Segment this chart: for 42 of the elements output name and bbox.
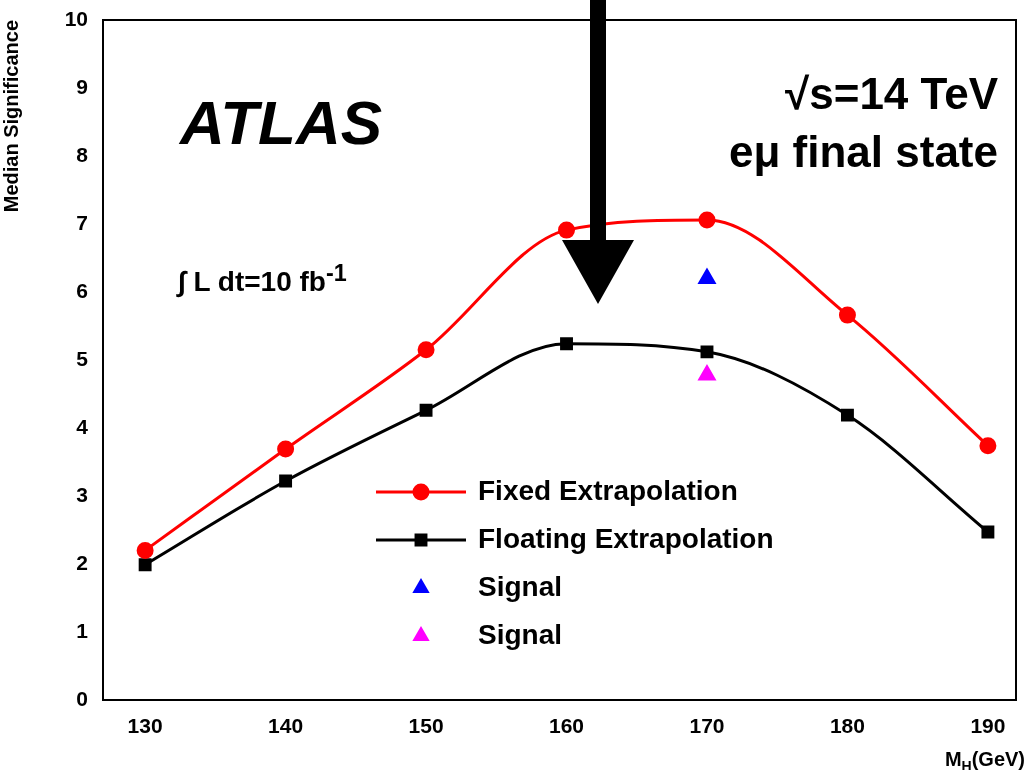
point [698, 211, 716, 229]
point [279, 474, 293, 488]
y-tick-label: 7 [76, 210, 88, 234]
point [981, 525, 995, 539]
y-tick-label: 10 [64, 6, 88, 30]
annotation: eμ final state [728, 127, 998, 176]
legend-label: Floating Extrapolation [478, 522, 774, 554]
annotation: ∫ L dt=10 fb$^{-1}$ [178, 260, 347, 298]
point [698, 365, 716, 381]
y-tick-label: 9 [76, 74, 88, 98]
legend-label: Signal [478, 570, 563, 602]
point [138, 558, 152, 572]
y-tick-label: 2 [76, 550, 88, 574]
point [277, 440, 295, 458]
point [841, 408, 854, 422]
point [560, 337, 573, 351]
y-tick-label: 6 [76, 278, 88, 302]
point [419, 403, 433, 417]
y-tick-label: 5 [76, 346, 89, 370]
annotation: ATLAS [180, 88, 383, 157]
x-tick-label: 170 [689, 714, 725, 738]
point [700, 345, 714, 359]
point [136, 541, 154, 559]
x-tick-label: 130 [127, 714, 163, 738]
point [979, 437, 997, 455]
x-tick-label: 150 [408, 714, 444, 738]
x-tick-label: 180 [829, 714, 865, 738]
y-tick-label: 3 [76, 482, 88, 506]
legend-label: Signal [478, 618, 563, 650]
y-axis-title: Median Significance [0, 20, 22, 213]
x-tick-label: 140 [268, 714, 304, 738]
x-tick-label: 190 [970, 714, 1006, 738]
annotation: √s=14 TeV [785, 69, 998, 118]
x-tick-label: 160 [549, 714, 585, 738]
point [838, 306, 856, 324]
y-tick-label: 8 [76, 142, 89, 166]
y-tick-label: 1 [76, 618, 89, 642]
y-tick-label: 0 [76, 686, 88, 710]
point [558, 221, 576, 239]
legend-label: Fixed Extrapolation [478, 474, 738, 506]
y-tick-label: 4 [76, 414, 89, 438]
point [417, 341, 435, 359]
